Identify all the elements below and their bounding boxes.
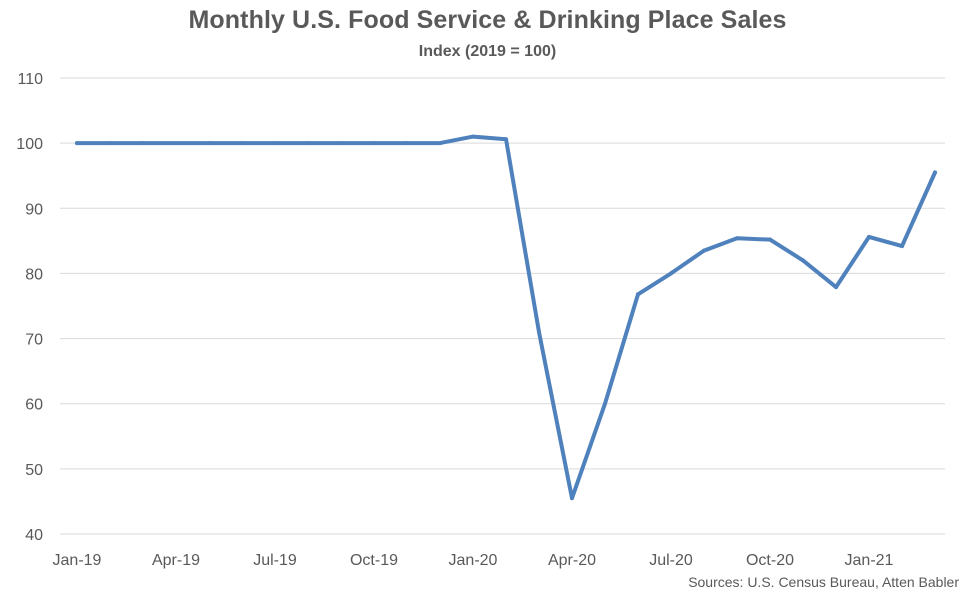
chart-title: Monthly U.S. Food Service & Drinking Pla… xyxy=(188,6,787,34)
data-point xyxy=(735,236,739,241)
data-point xyxy=(339,141,343,146)
data-point xyxy=(174,141,178,146)
y-tick-label: 80 xyxy=(25,266,43,283)
source-note: Sources: U.S. Census Bureau, Atten Bable… xyxy=(688,574,959,590)
y-tick-label: 70 xyxy=(25,332,43,349)
data-point xyxy=(834,285,838,290)
y-tick-label: 110 xyxy=(17,71,43,88)
x-tick-label: Apr-20 xyxy=(548,552,596,569)
y-axis-tick-labels: 40 50 60 70 80 90 100 110 xyxy=(16,71,43,544)
data-point xyxy=(933,170,937,175)
x-tick-label: Oct-19 xyxy=(350,552,398,569)
data-point xyxy=(801,258,805,263)
data-point xyxy=(702,248,706,253)
data-point xyxy=(141,141,145,146)
x-tick-label: Oct-20 xyxy=(746,552,794,569)
y-tick-label: 60 xyxy=(25,397,43,414)
data-point xyxy=(636,292,640,297)
data-point xyxy=(504,137,508,142)
data-point xyxy=(108,141,112,146)
data-point xyxy=(471,134,475,139)
y-tick-label: 40 xyxy=(25,527,43,544)
gridlines xyxy=(60,77,945,535)
x-tick-label: Jan-19 xyxy=(53,552,102,569)
data-point xyxy=(240,141,244,146)
chart-subtitle: Index (2019 = 100) xyxy=(418,43,557,60)
x-tick-label: Jan-21 xyxy=(845,552,894,569)
data-point xyxy=(75,141,79,146)
y-tick-label: 50 xyxy=(25,462,43,479)
x-tick-label: Apr-19 xyxy=(152,552,200,569)
data-point xyxy=(570,496,574,501)
data-point xyxy=(306,141,310,146)
data-point xyxy=(405,141,409,146)
data-point xyxy=(537,330,541,335)
x-axis-tick-labels: Jan-19 Apr-19 Jul-19 Oct-19 Jan-20 Apr-20 Jul-… xyxy=(53,552,894,569)
data-point xyxy=(372,141,376,146)
data-point xyxy=(669,271,673,276)
data-point xyxy=(768,237,772,242)
data-point xyxy=(273,141,277,146)
data-point xyxy=(207,141,211,146)
y-tick-label: 100 xyxy=(16,136,43,153)
data-point xyxy=(603,401,607,406)
y-tick-label: 90 xyxy=(25,201,43,218)
data-point xyxy=(900,244,904,249)
x-tick-label: Jul-19 xyxy=(253,552,297,569)
data-point xyxy=(867,234,871,239)
x-tick-label: Jul-20 xyxy=(649,552,693,569)
series-layer xyxy=(75,134,937,501)
x-tick-label: Jan-20 xyxy=(449,552,498,569)
series-line xyxy=(75,134,937,501)
data-point xyxy=(438,141,442,146)
